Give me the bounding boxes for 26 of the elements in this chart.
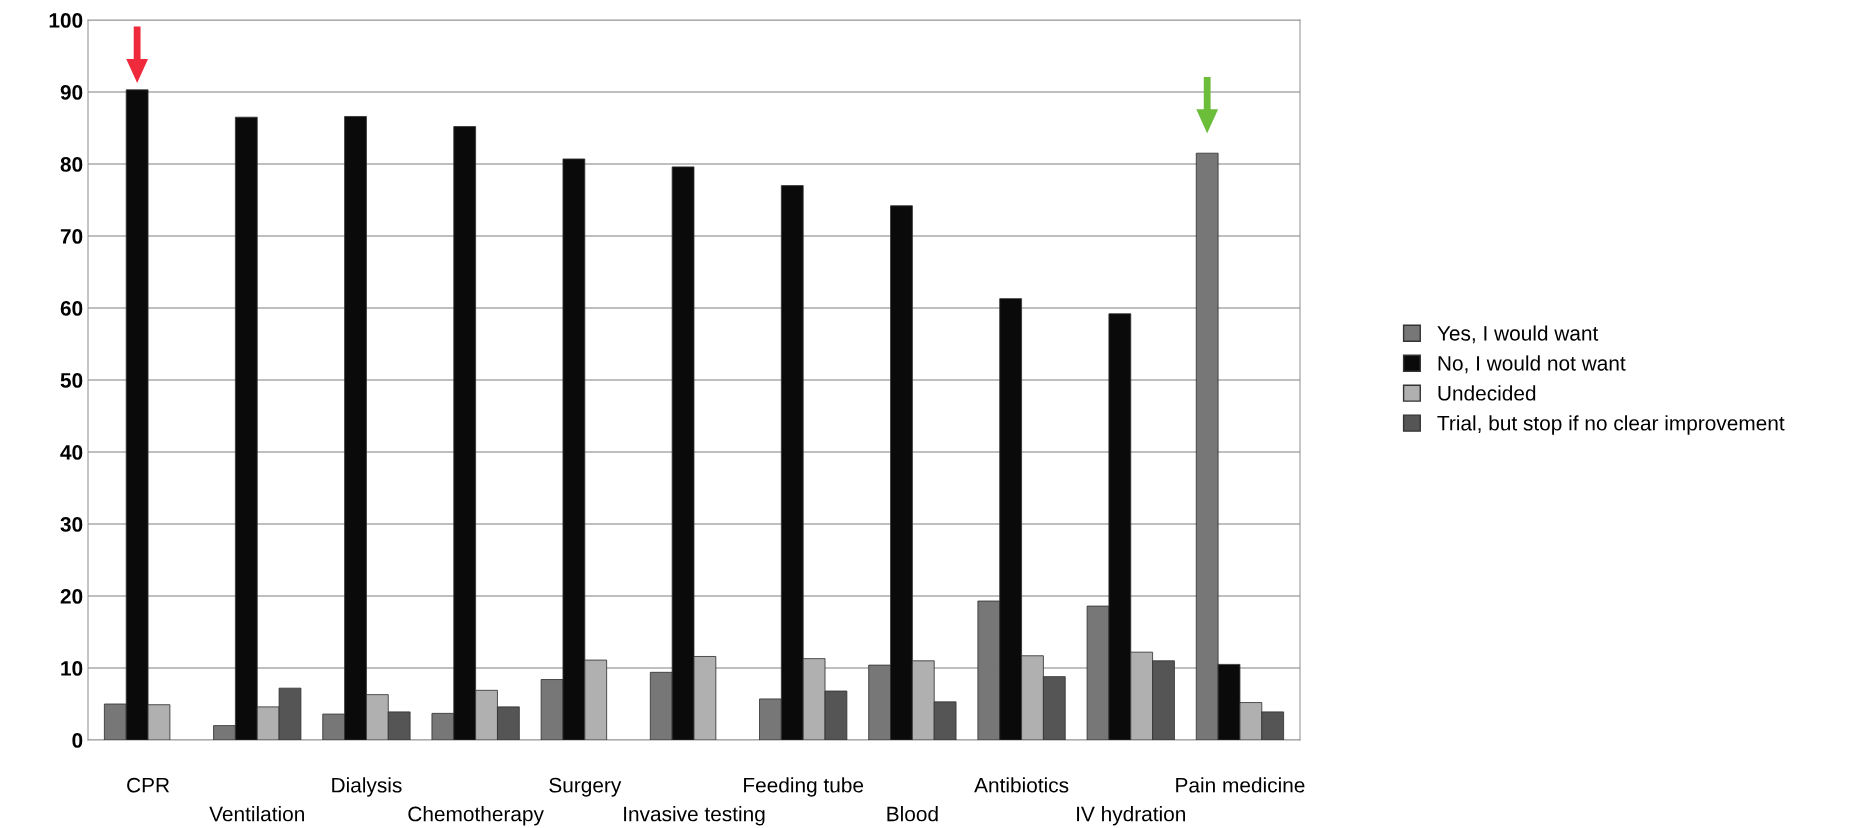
- y-tick-label: 60: [60, 301, 83, 316]
- y-tick-label: 10: [61, 661, 83, 676]
- legend-label: Undecided: [1438, 385, 1536, 401]
- y-tick-label: 80: [60, 157, 83, 172]
- y-tick-label: 100: [49, 13, 83, 28]
- legend-label: Yes, I would want: [1437, 325, 1599, 344]
- x-tick-label: CPR: [127, 777, 170, 793]
- x-tick-label: Dialysis: [332, 777, 402, 797]
- legend-label: No, I would not want: [1438, 355, 1626, 374]
- x-tick-label: Feeding tube: [744, 777, 864, 797]
- legend-label: Trial, but stop if no clear improvement: [1437, 415, 1785, 435]
- x-tick-label: Blood: [887, 806, 938, 822]
- x-tick-label: Ventilation: [209, 806, 304, 822]
- y-tick-label: 0: [72, 733, 83, 748]
- y-tick-label: 50: [60, 373, 83, 388]
- y-tick-label: 70: [60, 229, 83, 244]
- y-tick-label: 40: [60, 445, 83, 460]
- x-tick-label: Invasive testing: [624, 806, 765, 826]
- x-tick-label: Pain medicine: [1176, 777, 1305, 793]
- x-tick-label: Antibiotics: [974, 777, 1069, 793]
- x-tick-label: IV hydration: [1077, 806, 1185, 826]
- x-tick-label: Chemotherapy: [408, 806, 544, 826]
- y-tick-label: 90: [60, 85, 83, 100]
- x-tick-label: Surgery: [549, 777, 622, 797]
- y-tick-label: 20: [60, 589, 83, 604]
- y-tick-label: 30: [60, 517, 83, 532]
